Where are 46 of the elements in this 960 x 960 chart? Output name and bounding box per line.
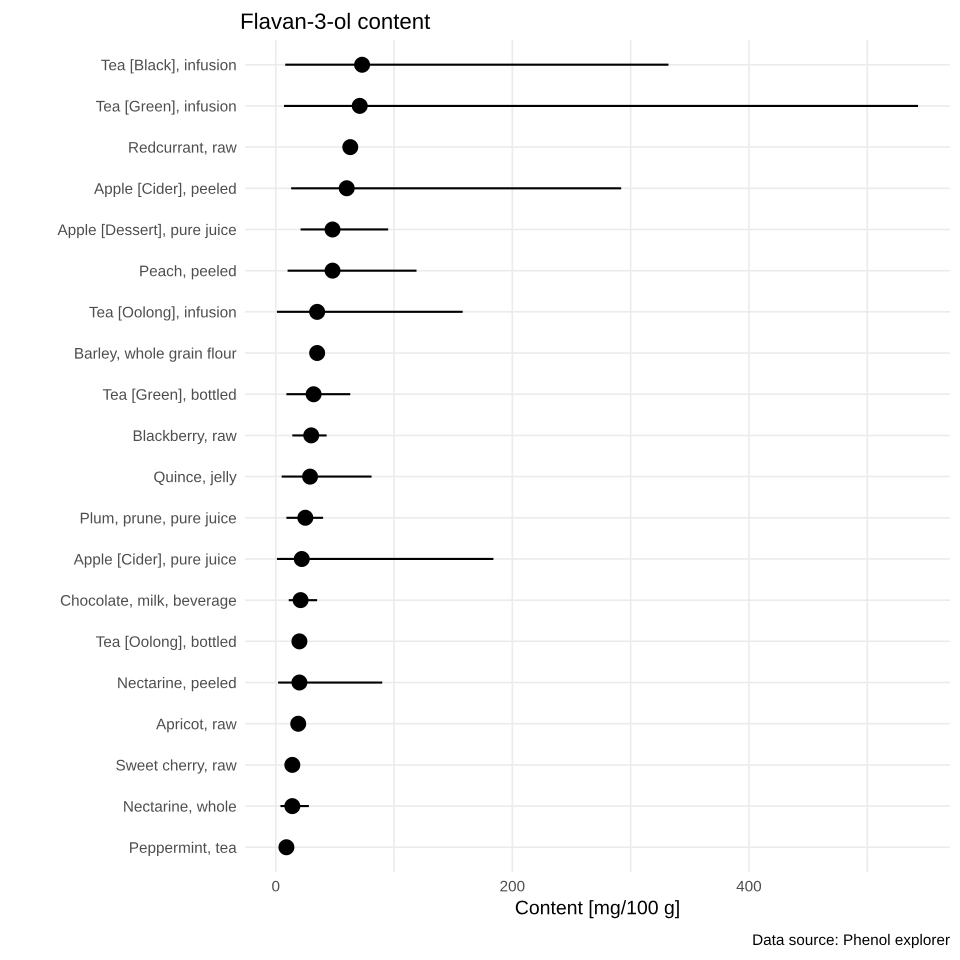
point (284, 756, 300, 773)
x-tick-label: 200 (500, 880, 524, 892)
y-tick-label: Sweet cherry, raw (116, 759, 237, 774)
point (291, 633, 308, 650)
y-tick-label: Barley, whole grain flour (75, 347, 236, 362)
y-tick-label: Apple [Dessert], pure juice (58, 224, 236, 238)
y-tick-label: Apple [Cider], pure juice (74, 553, 236, 568)
point (338, 180, 355, 196)
point (302, 468, 318, 485)
point (297, 510, 314, 526)
y-tick-label: Tea [Oolong], bottled (96, 636, 236, 650)
y-tick-label: Redcurrant, raw (129, 142, 237, 155)
y-tick-label: Plum, prune, pure juice (80, 512, 236, 526)
y-tick-label: Peppermint, tea (130, 842, 237, 856)
point (342, 139, 358, 156)
point (294, 550, 310, 567)
point (309, 345, 326, 362)
point (292, 592, 309, 608)
y-tick-label: Nectarine, whole (124, 800, 236, 814)
point (306, 386, 322, 402)
y-tick-label: Blackberry, raw (134, 430, 237, 444)
source-note: Data source: Phenol explorer (753, 934, 950, 948)
point (352, 98, 368, 114)
point (354, 56, 370, 73)
point (278, 839, 294, 856)
y-tick-label: Quince, jelly (154, 471, 237, 486)
point (291, 674, 308, 691)
y-tick-label: Peach, peeled (140, 265, 236, 280)
y-tick-label: Tea [Green], bottled (102, 388, 236, 403)
point (290, 716, 306, 732)
point (284, 798, 300, 814)
x-tick-label: 400 (736, 880, 762, 892)
chart-title: Flavan-3-ol content (242, 12, 430, 30)
x-axis-title: Content [mg/100 g] (516, 900, 679, 918)
y-tick-label: Apple [Cider], peeled (94, 182, 236, 197)
y-tick-label: Nectarine, peeled (118, 677, 236, 692)
point (303, 427, 320, 444)
x-tick-label: 0 (272, 880, 280, 892)
y-tick-label: Tea [Black], infusion (101, 59, 236, 74)
y-tick-label: Tea [Green], infusion (96, 100, 236, 115)
y-tick-label: Apricot, raw (156, 718, 237, 732)
point (309, 304, 326, 320)
point (324, 221, 341, 238)
y-tick-label: Chocolate, milk, beverage (60, 594, 236, 609)
y-tick-label: Tea [Oolong], infusion (89, 306, 236, 321)
point (324, 262, 341, 279)
